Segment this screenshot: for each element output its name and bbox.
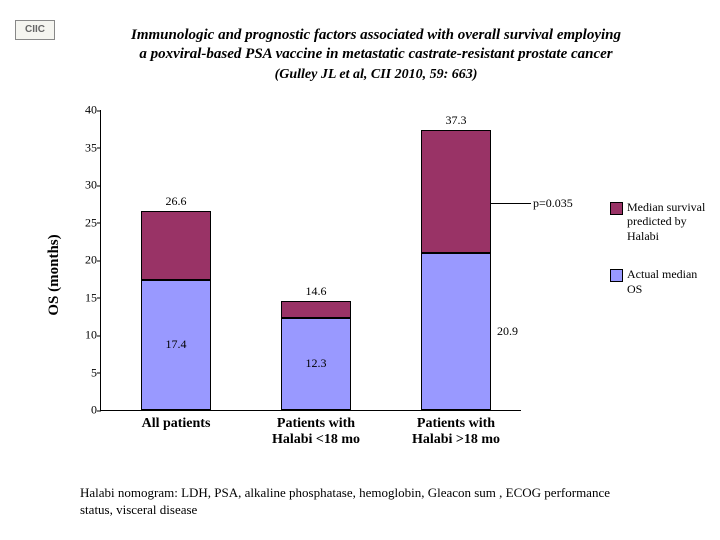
y-tick: 10 xyxy=(73,328,97,343)
y-tick: 35 xyxy=(73,140,97,155)
legend-item-actual: Actual median OS xyxy=(610,267,715,296)
citation: (Gulley JL et al, CII 2010, 59: 663) xyxy=(62,66,690,84)
y-tick: 15 xyxy=(73,290,97,305)
bar-value-predicted: 14.6 xyxy=(281,284,351,299)
bar-actual xyxy=(421,253,491,410)
x-category-label: All patients xyxy=(111,416,241,432)
legend-swatch-predicted xyxy=(610,202,623,215)
legend-swatch-actual xyxy=(610,269,623,282)
logo-badge: CIIC xyxy=(15,20,55,40)
pvalue-leader xyxy=(491,203,531,204)
footnote: Halabi nomogram: LDH, PSA, alkaline phos… xyxy=(80,485,640,519)
bar-predicted xyxy=(421,130,491,253)
bar-value-predicted: 26.6 xyxy=(141,194,211,209)
y-tick: 30 xyxy=(73,178,97,193)
plot-region: 051015202530354026.617.4All patients14.6… xyxy=(100,110,521,411)
bar-predicted xyxy=(281,301,351,318)
bar-value-predicted: 37.3 xyxy=(421,113,491,128)
chart-area: OS (months) 051015202530354026.617.4All … xyxy=(60,110,600,440)
legend-label-actual: Actual median OS xyxy=(627,267,715,296)
y-tick: 0 xyxy=(73,403,97,418)
legend: Median survival predicted by Halabi Actu… xyxy=(610,200,715,320)
x-category-label: Patients withHalabi >18 mo xyxy=(391,416,521,448)
y-tick: 25 xyxy=(73,215,97,230)
y-tick: 20 xyxy=(73,253,97,268)
bar-value-actual: 17.4 xyxy=(141,337,211,352)
pvalue-label: p=0.035 xyxy=(533,196,573,211)
legend-item-predicted: Median survival predicted by Halabi xyxy=(610,200,715,243)
y-axis-label: OS (months) xyxy=(46,234,63,315)
slide-title: Immunologic and prognostic factors assoc… xyxy=(62,26,690,83)
bar-value-actual: 20.9 xyxy=(497,324,518,339)
x-category-label: Patients withHalabi <18 mo xyxy=(251,416,381,448)
title-line-2: a poxviral-based PSA vaccine in metastat… xyxy=(139,46,612,62)
legend-label-predicted: Median survival predicted by Halabi xyxy=(627,200,715,243)
bar-value-actual: 12.3 xyxy=(281,356,351,371)
bar-predicted xyxy=(141,211,211,280)
y-tick: 5 xyxy=(73,365,97,380)
y-tick: 40 xyxy=(73,103,97,118)
title-line-1: Immunologic and prognostic factors assoc… xyxy=(131,27,621,43)
